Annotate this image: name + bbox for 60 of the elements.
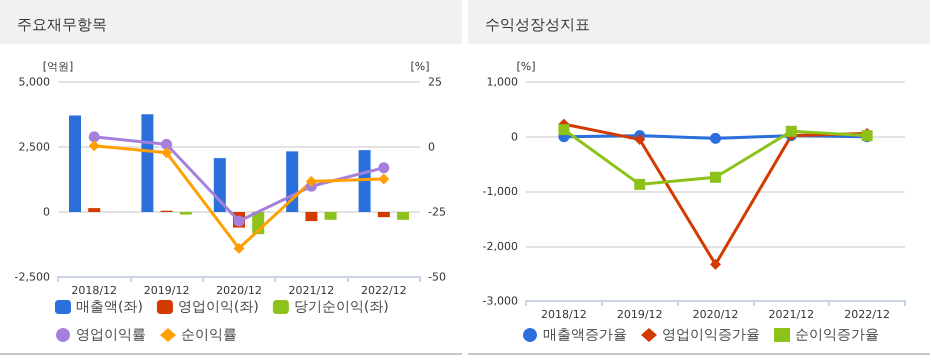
bar <box>214 158 226 212</box>
bar <box>397 212 409 220</box>
bar <box>180 212 192 215</box>
y2-tick-label: -25 <box>428 206 446 218</box>
point <box>378 173 390 184</box>
point <box>786 126 797 137</box>
legend-label: 순이익증가율 <box>795 327 879 343</box>
y-tick-label: -2,500 <box>14 270 50 284</box>
y-tick-label: 0 <box>511 130 518 144</box>
y-axis-title: [%] <box>516 60 536 73</box>
bar <box>69 116 81 212</box>
y2-tick-label: 0 <box>428 140 435 154</box>
bar <box>141 114 154 212</box>
x-tick-label: 2019/12 <box>144 284 190 297</box>
y-tick-label: -2,000 <box>482 240 518 253</box>
chart-title: 주요재무항목 <box>17 16 107 34</box>
point <box>710 172 721 183</box>
y-axis-title: [억원] <box>42 60 74 73</box>
legend-label: 매출액증가율 <box>543 327 627 343</box>
y2-tick-label: -50 <box>428 270 446 284</box>
bar <box>324 212 337 220</box>
point <box>161 138 172 150</box>
point <box>558 124 570 136</box>
y-tick-label: 1,000 <box>486 76 518 88</box>
x-tick-label: 2021/12 <box>288 284 334 297</box>
x-tick-label: 2019/12 <box>616 308 663 321</box>
point <box>234 242 244 254</box>
y-tick-label: 5,000 <box>18 76 50 88</box>
x-tick-label: 2022/12 <box>360 284 407 297</box>
y-tick-label: 2,500 <box>18 140 50 154</box>
y-tick-label: -3,000 <box>482 294 518 308</box>
y-tick-label: -1,000 <box>482 185 518 198</box>
legend-label: 영업이익률 <box>76 327 146 343</box>
legend-label: 영업이익증가율 <box>662 327 760 343</box>
point <box>88 131 100 142</box>
point <box>378 162 390 174</box>
y2-tick-label: 25 <box>428 76 442 88</box>
x-tick-label: 2020/12 <box>692 308 738 321</box>
point <box>634 134 646 145</box>
bar <box>88 208 100 212</box>
chart-title: 수익성장성지표 <box>485 16 590 34</box>
point <box>88 140 100 152</box>
legend-label: 매출액(좌) <box>76 299 143 315</box>
point <box>710 258 721 270</box>
point <box>710 132 721 144</box>
x-tick-label: 2018/12 <box>541 308 587 321</box>
bar <box>378 212 390 218</box>
point <box>161 147 172 158</box>
x-tick-label: 2021/12 <box>768 308 814 321</box>
bar <box>305 212 318 222</box>
x-tick-label: 2018/12 <box>71 284 118 297</box>
legend-label: 순이익률 <box>181 327 237 343</box>
legend-label: 영업이익(좌) <box>178 299 259 315</box>
y2-axis-title: [%] <box>410 60 430 73</box>
legend-label: 당기순이익(좌) <box>294 299 389 315</box>
x-tick-label: 2022/12 <box>844 308 890 321</box>
x-tick-label: 2020/12 <box>216 284 262 297</box>
y-tick-label: 0 <box>43 206 50 218</box>
point <box>634 178 646 190</box>
point <box>306 176 317 187</box>
